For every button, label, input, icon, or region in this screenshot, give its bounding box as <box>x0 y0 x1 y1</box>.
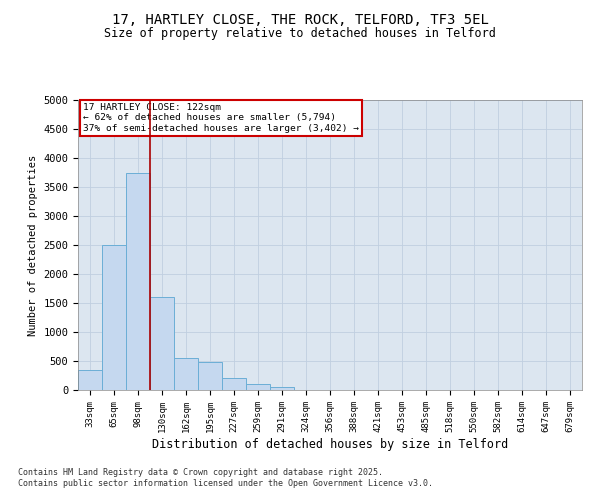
Text: 17 HARTLEY CLOSE: 122sqm
← 62% of detached houses are smaller (5,794)
37% of sem: 17 HARTLEY CLOSE: 122sqm ← 62% of detach… <box>83 103 359 132</box>
Text: 17, HARTLEY CLOSE, THE ROCK, TELFORD, TF3 5EL: 17, HARTLEY CLOSE, THE ROCK, TELFORD, TF… <box>112 12 488 26</box>
Bar <box>126 172 150 390</box>
Text: Size of property relative to detached houses in Telford: Size of property relative to detached ho… <box>104 28 496 40</box>
Y-axis label: Number of detached properties: Number of detached properties <box>28 154 38 336</box>
Bar <box>246 384 270 390</box>
Bar <box>222 378 246 390</box>
Bar <box>102 245 126 390</box>
Text: Contains HM Land Registry data © Crown copyright and database right 2025.
Contai: Contains HM Land Registry data © Crown c… <box>18 468 433 487</box>
X-axis label: Distribution of detached houses by size in Telford: Distribution of detached houses by size … <box>152 438 508 450</box>
Bar <box>150 297 174 390</box>
Bar <box>198 362 222 390</box>
Bar <box>270 387 294 390</box>
Bar <box>78 370 102 390</box>
Bar <box>174 358 198 390</box>
